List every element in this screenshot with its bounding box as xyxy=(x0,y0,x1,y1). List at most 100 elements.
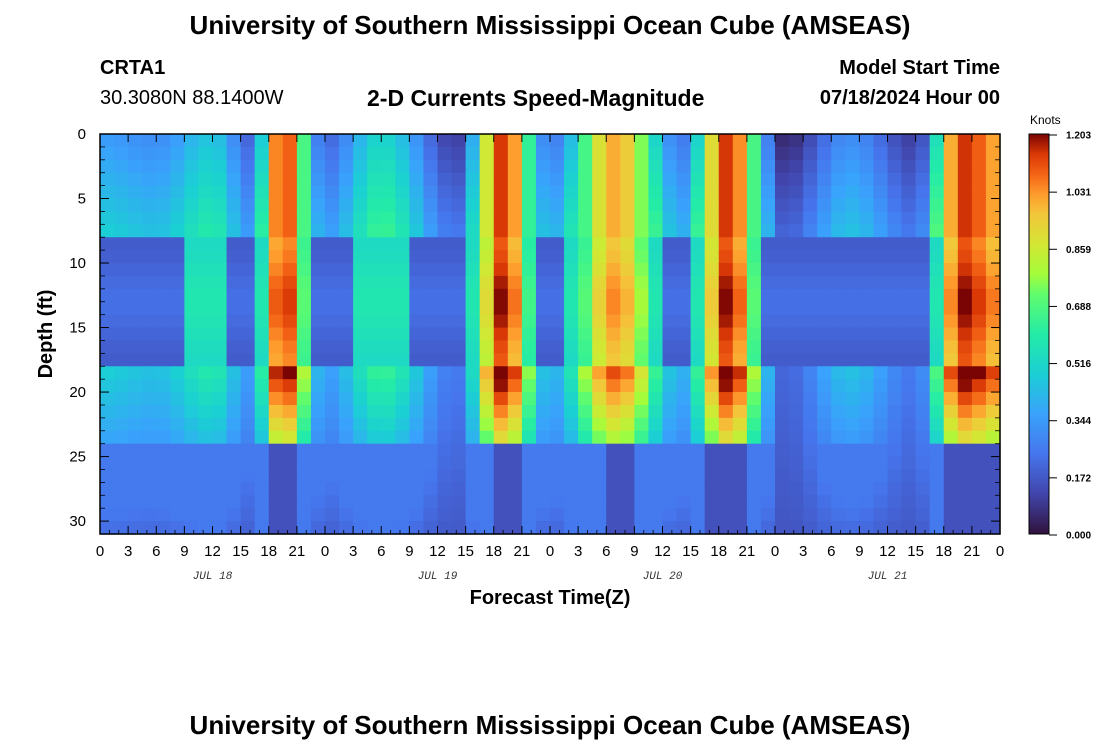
heatmap-cell xyxy=(901,495,917,509)
heatmap-cell xyxy=(409,224,425,238)
heatmap-cell xyxy=(409,443,425,458)
heatmap-cell xyxy=(479,211,495,225)
heatmap-cell xyxy=(156,340,171,354)
heatmap-cell xyxy=(367,482,382,496)
heatmap-cell xyxy=(873,134,889,148)
heatmap-cell xyxy=(929,469,945,483)
heatmap-cell xyxy=(240,159,256,174)
heatmap-cell xyxy=(268,379,284,393)
heatmap-cell xyxy=(423,508,439,522)
heatmap-cell xyxy=(676,224,692,238)
heatmap-cell xyxy=(282,146,298,161)
heatmap-cell xyxy=(648,443,664,458)
heatmap-cell xyxy=(789,508,804,522)
y-tick-label: 5 xyxy=(78,191,86,208)
heatmap-cell xyxy=(268,263,284,277)
heatmap-cell xyxy=(704,159,720,174)
heatmap-cell xyxy=(240,314,256,329)
heatmap-cell xyxy=(550,224,565,238)
heatmap-cell xyxy=(676,404,692,419)
heatmap-cell xyxy=(985,237,1001,251)
heatmap-cell xyxy=(409,198,425,213)
heatmap-cell xyxy=(943,134,959,148)
heatmap-cell xyxy=(578,301,593,316)
heatmap-cell xyxy=(507,392,523,406)
heatmap-cell xyxy=(128,224,143,238)
heatmap-cell xyxy=(718,250,734,264)
heatmap-cell xyxy=(929,301,945,316)
heatmap-cell xyxy=(564,443,579,458)
heatmap-cell xyxy=(423,172,439,187)
heatmap-cell xyxy=(901,482,917,496)
heatmap-cell xyxy=(128,353,143,367)
heatmap-cell xyxy=(803,508,818,522)
heatmap-cell xyxy=(592,146,607,161)
heatmap-cell xyxy=(873,263,889,277)
heatmap-cell xyxy=(704,353,720,367)
heatmap-cell xyxy=(718,379,734,393)
heatmap-cell xyxy=(339,327,354,342)
heatmap-cell xyxy=(957,327,973,342)
heatmap-cell xyxy=(325,469,340,483)
heatmap-cell xyxy=(648,237,664,251)
heatmap-cell xyxy=(240,237,256,251)
heatmap-cell xyxy=(943,430,959,445)
heatmap-cell xyxy=(198,314,214,329)
heatmap-cell xyxy=(760,146,776,161)
heatmap-cell xyxy=(381,353,396,367)
heatmap-cell xyxy=(971,366,987,380)
heatmap-cell xyxy=(437,404,453,419)
heatmap-cell xyxy=(521,146,537,161)
heatmap-cell xyxy=(648,482,664,496)
heatmap-cell xyxy=(493,508,509,522)
heatmap-cell xyxy=(718,508,734,522)
heatmap-cell xyxy=(114,417,129,432)
heatmap-cell xyxy=(803,521,818,535)
heatmap-cell xyxy=(381,237,396,251)
heatmap-cell xyxy=(367,417,382,432)
heatmap-cell xyxy=(240,288,256,303)
heatmap-cell xyxy=(198,327,214,342)
y-tick-label: 25 xyxy=(69,449,86,466)
heatmap-cell xyxy=(381,508,396,522)
heatmap-cell xyxy=(170,250,185,264)
heatmap-cell xyxy=(296,275,312,290)
heatmap-cell xyxy=(381,417,396,432)
heatmap-cell xyxy=(690,521,706,535)
heatmap-cell xyxy=(943,340,959,354)
heatmap-cell xyxy=(901,237,917,251)
heatmap-cell xyxy=(648,275,664,290)
heatmap-cell xyxy=(789,430,804,445)
heatmap-cell xyxy=(859,392,875,406)
heatmap-cell xyxy=(226,275,242,290)
heatmap-cell xyxy=(296,288,312,303)
heatmap-cell xyxy=(676,379,692,393)
x-tick-label: 6 xyxy=(602,543,610,560)
heatmap-cell xyxy=(451,172,467,187)
heatmap-cell xyxy=(971,417,987,432)
heatmap-cell xyxy=(170,288,185,303)
heatmap-cell xyxy=(704,146,720,161)
heatmap-cell xyxy=(775,469,790,483)
heatmap-cell xyxy=(957,198,973,213)
heatmap-cell xyxy=(985,159,1001,174)
heatmap-cell xyxy=(746,469,762,483)
heatmap-cell xyxy=(789,263,804,277)
heatmap-cell xyxy=(550,366,565,380)
heatmap-cell xyxy=(578,430,593,445)
heatmap-cell xyxy=(395,301,410,316)
heatmap-cell xyxy=(901,340,917,354)
heatmap-cell xyxy=(704,134,720,148)
heatmap-cell xyxy=(100,159,115,174)
heatmap-cell xyxy=(465,327,481,342)
heatmap-cell xyxy=(564,521,579,535)
heatmap-cell xyxy=(634,211,650,225)
x-tick-label: 21 xyxy=(289,543,306,560)
heatmap-cell xyxy=(339,250,354,264)
heatmap-cell xyxy=(170,456,185,471)
heatmap-cell xyxy=(760,288,776,303)
heatmap-cell xyxy=(156,443,171,458)
x-tick-label: 0 xyxy=(321,543,329,560)
heatmap-cell xyxy=(296,443,312,458)
heatmap-cell xyxy=(353,134,368,148)
